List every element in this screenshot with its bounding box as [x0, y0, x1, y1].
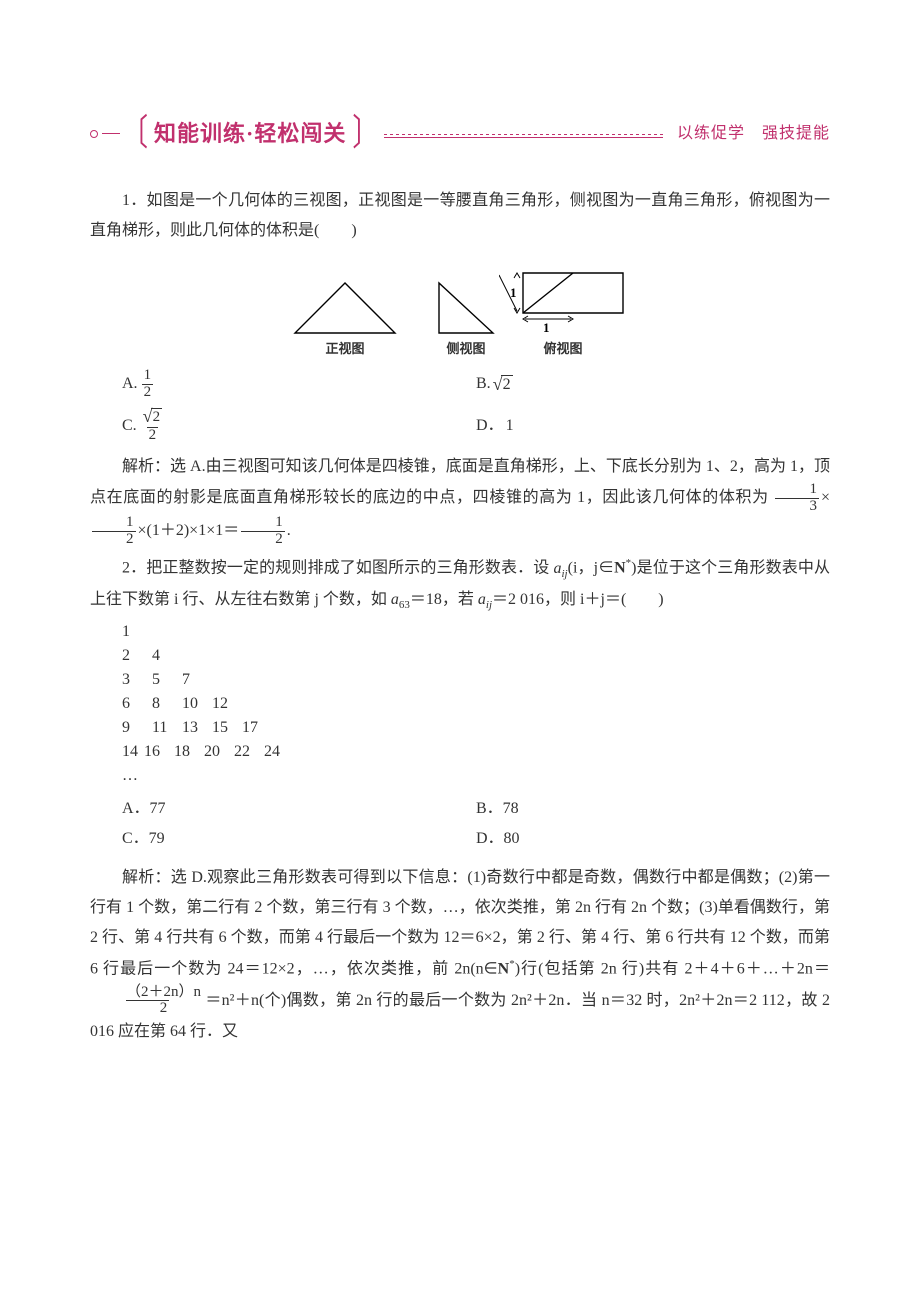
- tri-cell: …: [122, 764, 152, 788]
- header-title-box: 〔 知能训练·轻松闯关 〕: [120, 110, 380, 158]
- tri-cell: 18: [174, 740, 204, 764]
- front-view-label: 正视图: [325, 337, 364, 362]
- tri-cell: 11: [152, 716, 182, 740]
- tri-row-3: 357: [122, 668, 830, 692]
- tri-cell: 22: [234, 740, 264, 764]
- tri-cell: 2: [122, 644, 152, 668]
- tri-cell: 6: [122, 692, 152, 716]
- q2-stem-p4: ＝2 016，则 i＋j＝( ): [492, 591, 664, 608]
- q1-option-d: D． 1: [476, 407, 830, 444]
- tri-row-6: 141618202224: [122, 740, 830, 764]
- q2-stem-p1: 2．把正整数按一定的规则排成了如图所示的三角形数表．设: [122, 560, 553, 577]
- q2-option-c: C．79: [122, 824, 476, 854]
- header-left-line: [102, 133, 120, 134]
- opt-a-frac: 1 2: [142, 368, 154, 401]
- tri-cell: 3: [122, 668, 152, 692]
- opt-c-den: 2: [147, 427, 159, 444]
- q1-options: A. 1 2 B. √ 2 C. √2 2 D． 1: [122, 367, 830, 444]
- tri-cell: 5: [152, 668, 182, 692]
- tri-row-2: 24: [122, 644, 830, 668]
- q2-stem-p2: (i，j∈: [568, 560, 614, 577]
- top-trapezoid-icon: 1 1: [499, 269, 627, 335]
- q2-stem: 2．把正整数按一定的规则排成了如图所示的三角形数表．设 aij(i，j∈N*)是…: [90, 553, 830, 615]
- tri-cell: 12: [212, 692, 242, 716]
- q2-triangle-table: 1 24 357 681012 911131517 141618202224 …: [122, 620, 830, 788]
- opt-d-label: D．: [476, 411, 504, 441]
- q1-top-view: 1 1 俯视图: [499, 269, 627, 362]
- tri-cell: 7: [182, 668, 212, 692]
- q1-stem: 1．如图是一个几何体的三视图，正视图是一等腰直角三角形，侧视图为一直角三角形，俯…: [90, 186, 830, 247]
- header-wave-line: [384, 132, 663, 136]
- opt-b-sqrt: √ 2: [493, 367, 513, 401]
- opt-b-label: B.: [476, 369, 491, 399]
- tri-row-1: 1: [122, 620, 830, 644]
- tri-cell: 24: [264, 740, 294, 764]
- q1-side-view: 侧视图: [437, 281, 495, 362]
- top-view-label: 俯视图: [543, 337, 582, 362]
- header-right-tag: 以练促学 强技提能: [677, 119, 830, 149]
- q2-solution: 解析：选 D.观察此三角形数表可得到以下信息：(1)奇数行中都是奇数，偶数行中都…: [90, 863, 830, 1048]
- q1-option-c: C. √2 2: [122, 407, 476, 444]
- opt-a-label: A.: [122, 369, 138, 399]
- q1-views-row2: 1 1 俯视图: [499, 269, 627, 362]
- q2-option-b: B．78: [476, 794, 830, 824]
- q1-views-row1: 正视图 侧视图: [293, 281, 495, 362]
- q2-sol-frac: （2＋2n）n2: [92, 985, 203, 1018]
- section-header: 〔 知能训练·轻松闯关 〕 以练促学 强技提能: [90, 110, 830, 158]
- tri-row-dots: …: [122, 764, 830, 788]
- tri-cell: 14: [122, 740, 144, 764]
- tri-cell: 1: [122, 620, 152, 644]
- opt-c-num: √2: [141, 407, 164, 427]
- q1-option-a: A. 1 2: [122, 367, 476, 401]
- q1-sol-frac1: 13: [775, 482, 819, 515]
- q2-sol-prefix: 解析：选 D.: [122, 869, 207, 886]
- tri-row-4: 681012: [122, 692, 830, 716]
- q2-sol-frac-num: （2＋2n）n: [92, 985, 203, 1001]
- svg-text:1: 1: [510, 285, 517, 300]
- tri-cell: 9: [122, 716, 152, 740]
- q2-option-a: A．77: [122, 794, 476, 824]
- tri-cell: 10: [182, 692, 212, 716]
- svg-text:1: 1: [543, 320, 550, 335]
- opt-c-frac: √2 2: [141, 407, 164, 444]
- opt-d-value: 1: [506, 411, 514, 441]
- side-view-label: 侧视图: [446, 337, 485, 362]
- opt-c-sqrt-val: 2: [151, 408, 163, 426]
- q2-options: A．77 B．78 C．79 D．80: [122, 794, 830, 855]
- front-triangle-icon: [293, 281, 397, 335]
- opt-a-den: 2: [142, 384, 154, 401]
- bracket-left-icon: 〔: [122, 116, 148, 152]
- header-title: 知能训练·轻松闯关: [148, 113, 352, 155]
- opt-b-sqrt-val: 2: [501, 375, 513, 394]
- tri-cell: 8: [152, 692, 182, 716]
- q2-sol-l1b: )行(包括第 2n 行)共有 2＋4＋6＋…＋2n＝: [515, 960, 830, 977]
- side-triangle-icon: [437, 281, 495, 335]
- q1-solution: 解析：选 A.由三视图可知该几何体是四棱锥，底面是直角梯形，上、下底长分别为 1…: [90, 452, 830, 547]
- q1-option-b: B. √ 2: [476, 367, 830, 401]
- q2-stem-a63: ＝18，若: [410, 591, 478, 608]
- bracket-right-icon: 〕: [352, 116, 378, 152]
- opt-a-num: 1: [142, 368, 154, 384]
- q1-sol-frac3: 12: [241, 515, 285, 548]
- q1-sol-prefix: 解析：选 A.: [122, 458, 206, 475]
- q1-figure: 正视图 侧视图 1: [90, 259, 830, 362]
- q1-sol-tail: .: [287, 522, 291, 539]
- tri-cell: 15: [212, 716, 242, 740]
- tri-cell: 17: [242, 716, 272, 740]
- opt-c-label: C.: [122, 411, 137, 441]
- header-dot: [90, 130, 98, 138]
- q2-option-d: D．80: [476, 824, 830, 854]
- tri-row-5: 911131517: [122, 716, 830, 740]
- q1-sol-frac2: 12: [92, 515, 136, 548]
- tri-cell: 4: [152, 644, 182, 668]
- tri-cell: 20: [204, 740, 234, 764]
- tri-cell: 16: [144, 740, 174, 764]
- q2-sol-frac-den: 2: [126, 1000, 170, 1017]
- tri-cell: 13: [182, 716, 212, 740]
- q1-front-view: 正视图: [293, 281, 397, 362]
